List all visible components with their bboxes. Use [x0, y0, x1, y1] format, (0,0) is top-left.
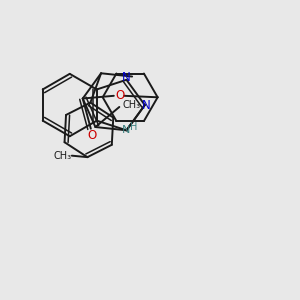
- Text: O: O: [88, 129, 97, 142]
- Text: N: N: [122, 71, 131, 84]
- Text: CH₃: CH₃: [123, 100, 141, 110]
- Text: CH₃: CH₃: [54, 151, 72, 161]
- Text: N: N: [122, 124, 130, 135]
- Text: O: O: [115, 88, 124, 102]
- Text: N: N: [142, 98, 151, 112]
- Text: H: H: [130, 122, 138, 132]
